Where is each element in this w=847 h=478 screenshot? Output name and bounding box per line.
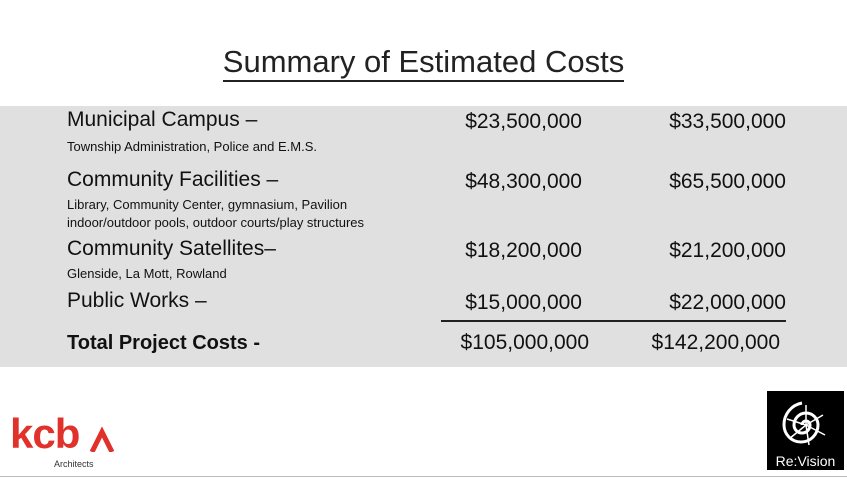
page-title-text: Summary of Estimated Costs	[222, 44, 625, 82]
cost-table-band	[0, 106, 847, 367]
nautilus-shell-icon	[782, 401, 826, 446]
row-label: Community Satellites–	[67, 237, 276, 260]
high-estimate: $21,200,000	[669, 239, 786, 262]
total-divider	[441, 320, 786, 322]
row-sublabel: Township Administration, Police and E.M.…	[67, 139, 318, 154]
kcba-wordmark: kcb	[10, 410, 80, 457]
low-estimate: $15,000,000	[465, 291, 582, 314]
low-estimate: $23,500,000	[465, 110, 582, 133]
kcba-subtitle: Architects	[54, 459, 94, 469]
total-high: $142,200,000	[651, 331, 780, 354]
footer-divider	[0, 476, 847, 477]
row-label: Municipal Campus –	[67, 108, 258, 131]
revision-logo: Re:Vision	[767, 391, 844, 470]
high-estimate: $65,500,000	[669, 170, 786, 193]
row-sublabel: Library, Community Center, gymnasium, Pa…	[67, 197, 348, 212]
row-sublabel: indoor/outdoor pools, outdoor courts/pla…	[67, 215, 365, 230]
row-label: Community Facilities –	[67, 168, 279, 191]
kcba-logo: kcb Architects	[10, 410, 114, 472]
low-estimate: $18,200,000	[465, 239, 582, 262]
revision-wordmark: Re:Vision	[775, 453, 836, 469]
high-estimate: $33,500,000	[669, 110, 786, 133]
page-title: Summary of Estimated Costs	[0, 44, 847, 82]
kcba-caret-icon	[90, 426, 114, 452]
row-sublabel: Glenside, La Mott, Rowland	[67, 266, 227, 281]
total-label: Total Project Costs -	[67, 332, 260, 354]
row-label: Public Works –	[67, 289, 207, 312]
total-low: $105,000,000	[460, 331, 589, 354]
high-estimate: $22,000,000	[669, 291, 786, 314]
low-estimate: $48,300,000	[465, 170, 582, 193]
